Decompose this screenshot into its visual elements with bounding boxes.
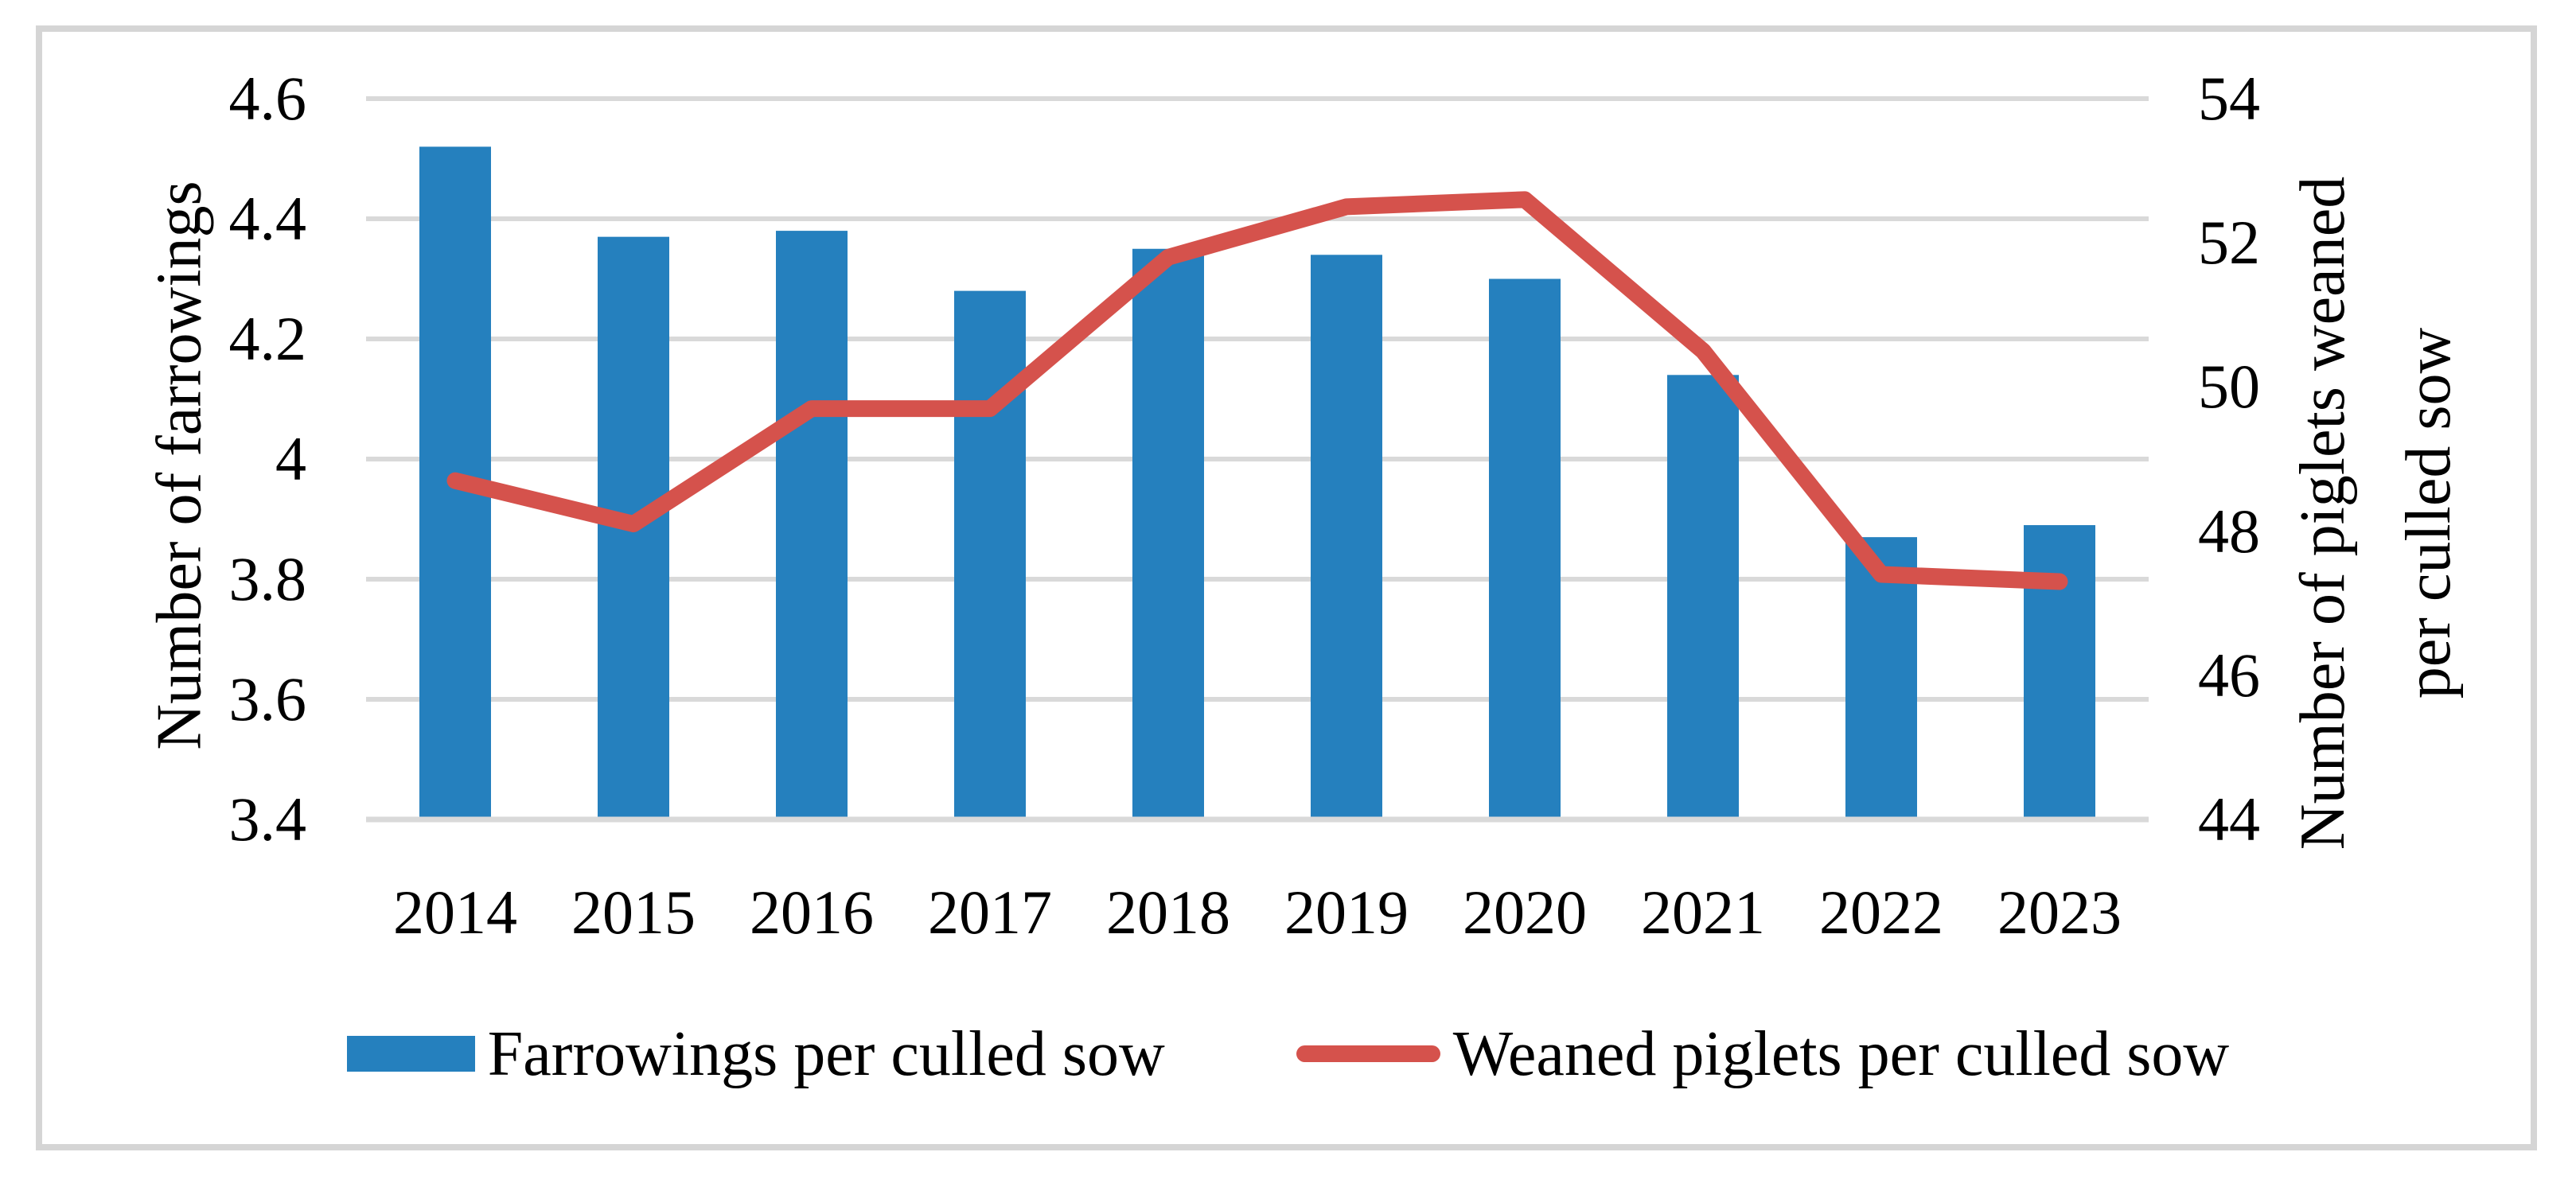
right-axis-title: Number of piglets weaned per culled sow	[2270, 177, 2482, 850]
legend-key-line-swatch	[1296, 1045, 1440, 1062]
bar-2021	[1667, 375, 1739, 819]
x-axis-tick-2021: 2021	[1641, 878, 1765, 947]
x-axis-tick-2018: 2018	[1106, 878, 1230, 947]
right-axis-tick-54: 54	[2198, 64, 2260, 133]
x-axis-tick-2022: 2022	[1819, 878, 1943, 947]
left-axis-title: Number of farrowings	[144, 181, 215, 750]
left-axis-tick-3.4: 3.4	[228, 784, 307, 854]
x-axis-tick-2015: 2015	[571, 878, 696, 947]
left-axis-tick-4.6: 4.6	[228, 64, 307, 133]
legend: Farrowings per culled sow Weaned piglets…	[0, 1004, 2576, 1103]
weaned-piglets-line	[446, 191, 2068, 590]
legend-item-weaned-piglets: Weaned piglets per culled sow	[1296, 1014, 2229, 1094]
right-axis-tick-46: 46	[2198, 640, 2260, 710]
left-axis-tick-3.8: 3.8	[228, 544, 307, 613]
bar-2020	[1489, 278, 1561, 819]
bar-2019	[1311, 255, 1382, 819]
legend-item-farrowings: Farrowings per culled sow	[346, 1014, 1165, 1094]
legend-label-farrowings: Farrowings per culled sow	[487, 1018, 1165, 1089]
x-axis-tick-2020: 2020	[1463, 878, 1587, 947]
bar-2017	[954, 290, 1026, 820]
right-axis-tick-50: 50	[2198, 352, 2260, 422]
right-axis-tick-44: 44	[2198, 784, 2260, 854]
right-axis-title-line1: Number of piglets weaned	[2288, 176, 2358, 850]
x-axis-tick-2017: 2017	[928, 878, 1052, 947]
x-axis-tick-2014: 2014	[393, 878, 517, 947]
left-axis-tick-4: 4	[275, 424, 306, 493]
left-axis-tick-4.2: 4.2	[228, 304, 307, 373]
legend-label-weaned-piglets: Weaned piglets per culled sow	[1452, 1018, 2230, 1089]
bar-2018	[1132, 248, 1204, 819]
left-axis-tick-4.4: 4.4	[228, 184, 307, 253]
left-axis-tick-3.6: 3.6	[228, 664, 307, 734]
right-axis-title-line2: per culled sow	[2394, 327, 2464, 699]
x-axis-tick-2023: 2023	[1997, 878, 2122, 947]
x-axis-tick-2016: 2016	[750, 878, 874, 947]
x-axis-tick-2019: 2019	[1284, 878, 1409, 947]
bar-2022	[1845, 537, 1917, 819]
legend-key-bar-swatch	[346, 1036, 475, 1072]
right-axis-tick-48: 48	[2198, 496, 2260, 566]
right-axis-tick-52: 52	[2198, 208, 2260, 278]
bar-2016	[776, 231, 848, 820]
bar-2023	[2024, 525, 2095, 819]
